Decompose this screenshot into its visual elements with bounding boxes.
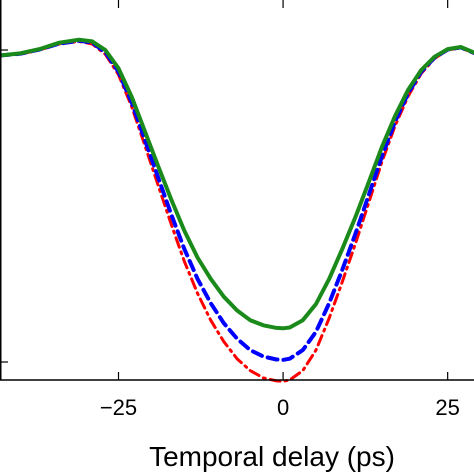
x-tick-label: 25 — [435, 395, 459, 420]
x-axis: −25 0 25 — [0, 0, 474, 420]
x-tick-label: 0 — [277, 395, 289, 420]
x-tick-label: −25 — [100, 395, 137, 420]
x-axis-label: Temporal delay (ps) — [149, 441, 395, 472]
series-line-3 — [0, 37, 474, 331]
series-line-1 — [0, 39, 474, 383]
plot-area — [0, 37, 474, 383]
